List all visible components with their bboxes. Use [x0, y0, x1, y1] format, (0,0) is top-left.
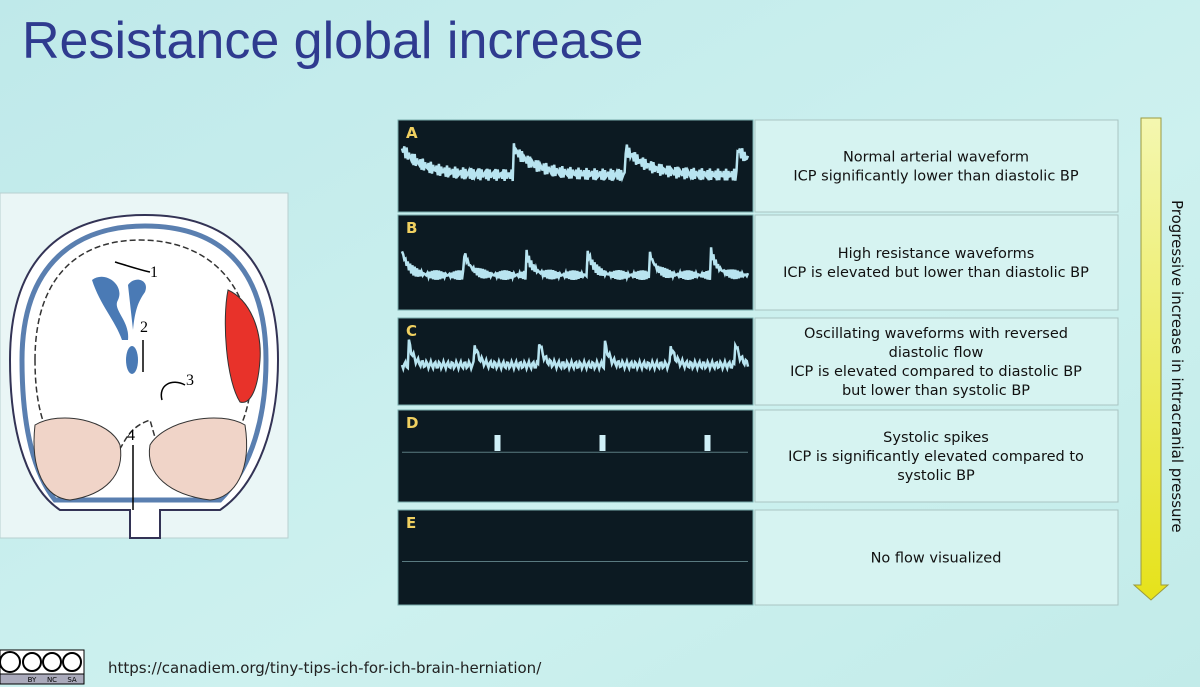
pressure-arrow	[1132, 117, 1170, 601]
panel-letter: A	[406, 124, 418, 142]
description-line: systolic BP	[897, 468, 975, 484]
side-label: Progressive increase in intracranial pre…	[1168, 200, 1186, 533]
spike	[704, 435, 711, 451]
description-box	[754, 317, 1119, 406]
source-url: https://canadiem.org/tiny-tips-ich-for-i…	[108, 659, 542, 677]
description-line: Normal arterial waveform	[843, 150, 1029, 166]
spike	[494, 435, 501, 451]
diagram-label: 4	[127, 427, 135, 444]
description-line: Systolic spikes	[883, 430, 989, 446]
spike	[599, 435, 606, 451]
diagram-label: 3	[186, 372, 194, 389]
waveform	[400, 339, 750, 374]
description-line: diastolic flow	[889, 345, 984, 361]
description-box	[754, 119, 1119, 213]
waveform	[400, 143, 750, 183]
description-box	[754, 409, 1119, 503]
description-box	[754, 214, 1119, 311]
ultrasound-panel	[397, 409, 754, 503]
ultrasound-panel	[397, 509, 754, 606]
badge-label: NC	[47, 676, 57, 684]
diagram-label: 1	[150, 264, 158, 281]
diagram-label: 2	[140, 319, 148, 336]
panel-letter: D	[406, 414, 418, 432]
panel-letter: E	[406, 514, 416, 532]
panel-letter: C	[406, 322, 417, 340]
badge-label: BY	[28, 676, 37, 684]
waveform	[400, 247, 750, 283]
description-line: No flow visualized	[871, 551, 1002, 567]
panels: A Normal arterial waveform ICP significant…	[397, 119, 1119, 606]
description-line: ICP is significantly elevated compared t…	[788, 449, 1084, 465]
license-badge: BY NC SA	[0, 649, 85, 685]
description-line: High resistance waveforms	[838, 246, 1035, 262]
ultrasound-panel	[397, 119, 754, 213]
description-line: ICP is elevated but lower than diastolic…	[783, 265, 1089, 281]
description-line: but lower than systolic BP	[842, 383, 1030, 399]
description-line: ICP is elevated compared to diastolic BP	[790, 364, 1082, 380]
panel-letter: B	[406, 219, 417, 237]
brain-diagram: 1 2 3 4	[0, 192, 289, 539]
ultrasound-panel	[397, 214, 754, 311]
slide-title: Resistance global increase	[22, 12, 643, 70]
description-box	[754, 509, 1119, 606]
description-line: Oscillating waveforms with reversed	[804, 326, 1068, 342]
description-line: ICP significantly lower than diastolic B…	[793, 169, 1078, 185]
badge-label: SA	[67, 676, 77, 684]
